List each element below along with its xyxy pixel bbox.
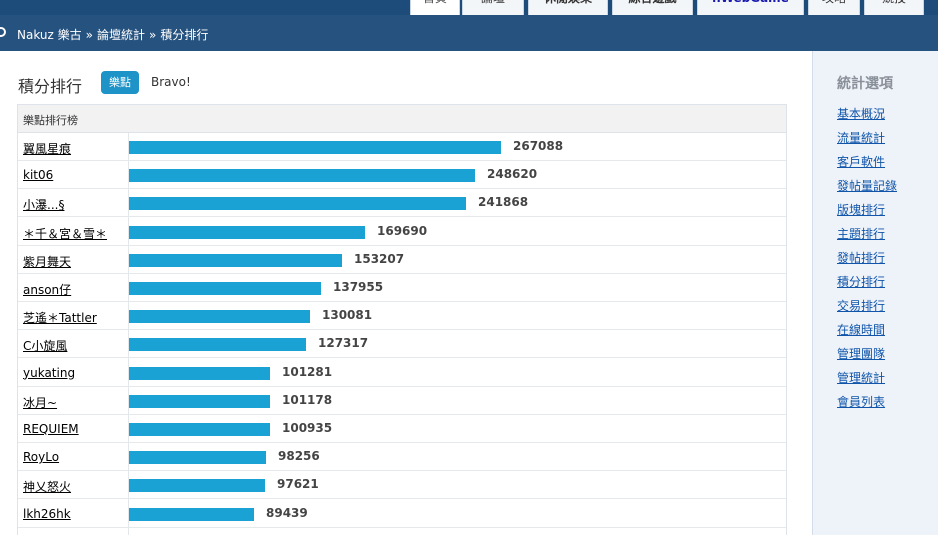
username-link[interactable]: RoyLo [23, 450, 60, 465]
table-row: 芝遙＊Tattler 130081 [18, 302, 786, 331]
nav-tab[interactable]: 休閒娛樂 [528, 0, 608, 15]
score-bar [129, 282, 321, 295]
table-row: 冰月~ 101178 [18, 387, 786, 415]
sidebar-link[interactable]: 交易排行 [837, 299, 886, 313]
breadcrumb-item-stats[interactable]: 論壇統計 [96, 28, 145, 42]
score-value: 101178 [282, 392, 333, 407]
sidebar-link[interactable]: 積分排行 [837, 275, 886, 289]
table-row: 翼風星痕 267088 [18, 133, 786, 161]
score-bar [129, 451, 266, 465]
score-value: 130081 [322, 308, 373, 323]
table-row: 神乂怒火 97621 [18, 471, 786, 500]
table-row: REQUIEM 100935 [18, 415, 786, 443]
score-value: 89439 [266, 505, 308, 520]
breadcrumb: Nakuz 樂古» 論壇統計» 積分排行 [17, 26, 208, 43]
ranking-table-title: 樂點排行榜 [23, 114, 78, 127]
score-value: 267088 [513, 139, 564, 153]
ranking-table-header: 樂點排行榜 [18, 105, 786, 133]
sidebar-title: 統計選項 [837, 76, 893, 92]
score-bar [129, 507, 254, 521]
credit-type-badge[interactable]: 樂點 [101, 71, 139, 94]
sidebar-link[interactable]: 版塊排行 [837, 203, 886, 217]
username-link[interactable]: 神乂怒火 [23, 480, 72, 495]
table-row: 紫月舞天 153207 [18, 246, 786, 274]
sidebar-link[interactable]: 發帖排行 [837, 251, 886, 265]
breadcrumb-separator: » [149, 28, 157, 42]
username-link[interactable]: yukating [23, 365, 76, 380]
stats-sidebar: 統計選項 基本概況流量統計客戶軟件發帖量記錄版塊排行主題排行發帖排行積分排行交易… [812, 51, 938, 535]
score-value: 98256 [278, 449, 320, 464]
sidebar-link[interactable]: 管理統計 [837, 371, 886, 385]
nav-tab[interactable]: 綜合遊戲 [612, 0, 693, 15]
table-row: anson仔 137955 [18, 274, 786, 302]
nav-tab[interactable]: 攻略 [808, 0, 860, 15]
sidebar-link[interactable]: 主題排行 [837, 227, 886, 241]
username-link[interactable]: REQUIEM [23, 422, 79, 436]
sidebar-link[interactable]: 發帖量記錄 [837, 179, 898, 193]
score-bar [129, 141, 501, 154]
sidebar-link[interactable]: 流量統計 [837, 131, 886, 145]
score-bar [129, 366, 270, 380]
username-link[interactable]: 紫月舞天 [23, 254, 72, 269]
breadcrumb-item-current: 積分排行 [160, 28, 209, 42]
username-link[interactable]: kit06 [23, 168, 54, 183]
score-value: 100935 [282, 421, 333, 435]
score-value: 137955 [333, 280, 384, 294]
breadcrumb-item-home[interactable]: Nakuz 樂古 [17, 28, 82, 42]
score-value: 97621 [277, 477, 319, 492]
username-link[interactable]: 翼風星痕 [23, 142, 72, 156]
home-icon[interactable] [0, 27, 6, 37]
breadcrumb-bar: Nakuz 樂古» 論壇統計» 積分排行 [0, 15, 938, 51]
score-value: 248620 [487, 167, 538, 182]
column-divider [128, 133, 129, 535]
table-row: ＊千＆宮＆雪＊ 169690 [18, 218, 786, 246]
username-link[interactable]: C小旋風 [23, 339, 68, 354]
score-value: 153207 [354, 251, 405, 266]
sidebar-link[interactable]: 基本概況 [837, 107, 886, 121]
username-link[interactable]: ＊千＆宮＆雪＊ [23, 226, 108, 241]
score-bar [129, 423, 270, 436]
table-row: lkh26hk 89439 [18, 500, 786, 528]
score-bar [129, 197, 466, 211]
table-row: C小旋風 127317 [18, 330, 786, 359]
username-link[interactable]: 冰月~ [23, 395, 58, 410]
username-link[interactable]: 小瀑...§ [23, 198, 65, 213]
nav-tab[interactable]: nWebGame [697, 0, 804, 15]
username-link[interactable]: anson仔 [23, 283, 72, 297]
sidebar-link[interactable]: 會員列表 [837, 395, 886, 409]
score-value: 241868 [478, 195, 529, 210]
nav-tab[interactable]: 競技 [864, 0, 924, 15]
top-navigation: 首頁論壇休閒娛樂綜合遊戲 nWebGame 攻略競技 [0, 0, 938, 15]
score-bar [129, 479, 265, 493]
table-row: RoyLo 98256 [18, 443, 786, 472]
score-bar [129, 225, 365, 239]
score-value: 169690 [377, 223, 428, 238]
score-bar [129, 253, 342, 267]
sidebar-link[interactable]: 管理團隊 [837, 347, 886, 361]
page-title: 積分排行 [18, 77, 83, 96]
score-value: 127317 [318, 336, 369, 351]
table-row: 小瀑...§ 241868 [18, 189, 786, 218]
table-row: kit06 248620 [18, 161, 786, 190]
username-link[interactable]: 芝遙＊Tattler [23, 311, 97, 326]
sidebar-link[interactable]: 客戶軟件 [837, 155, 886, 169]
score-bar [129, 169, 475, 183]
score-bar [129, 310, 310, 324]
nav-tab[interactable]: 首頁 [410, 0, 460, 15]
table-row: yukating 101281 [18, 359, 786, 387]
nav-tab[interactable]: 論壇 [462, 0, 524, 15]
username-link[interactable]: lkh26hk [23, 506, 71, 521]
score-bar [129, 394, 270, 408]
score-bar [129, 338, 306, 352]
sidebar-link[interactable]: 在線時間 [837, 323, 886, 337]
score-value: 101281 [282, 364, 333, 379]
ranking-table: 樂點排行榜 翼風星痕 267088 kit06 248620 小瀑...§ 241868 ＊… [17, 104, 787, 535]
breadcrumb-separator: » [85, 28, 93, 42]
credit-note: Bravo! [151, 75, 191, 89]
